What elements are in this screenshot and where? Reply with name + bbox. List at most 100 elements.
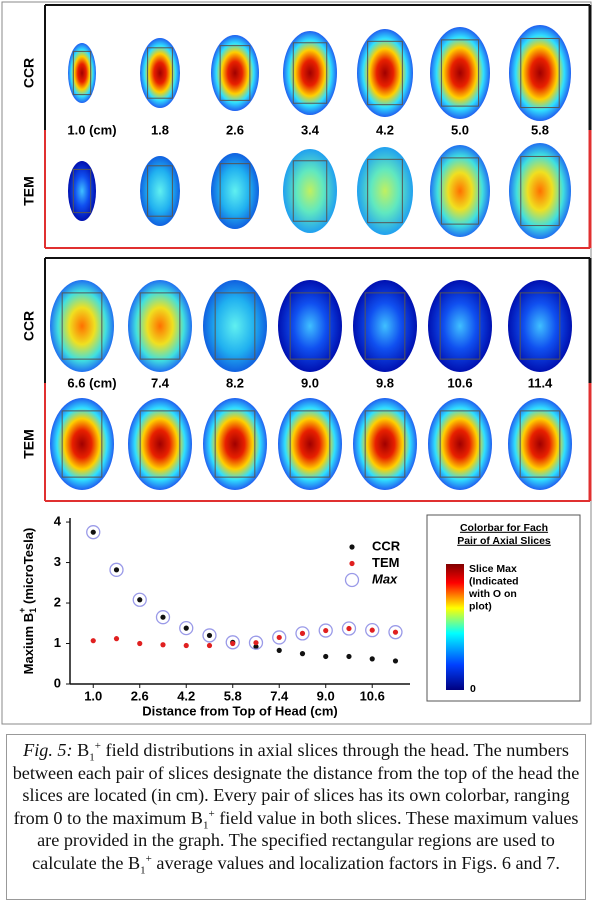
point — [160, 614, 166, 620]
roi-box — [367, 158, 403, 224]
legend-label: TEM — [372, 555, 399, 570]
slice-map — [50, 280, 114, 372]
roi-box — [520, 37, 560, 109]
y-tick-label: 2 — [54, 594, 61, 609]
caption-text: field distributions in axial slices thro… — [12, 740, 580, 828]
point — [206, 632, 213, 639]
point — [369, 656, 375, 662]
colorbar-max-label: with O on — [468, 588, 517, 600]
distance-label: 10.6 — [447, 375, 472, 390]
roi-box — [292, 42, 328, 104]
x-axis-label: Distance from Top of Head (cm) — [142, 703, 338, 718]
slice-map — [430, 145, 490, 237]
max-marker — [272, 630, 287, 645]
x-tick-label: 7.4 — [270, 688, 289, 703]
max-marker — [295, 626, 310, 641]
max-marker — [86, 525, 101, 540]
x-tick-label: 2.6 — [131, 688, 149, 703]
point — [346, 653, 352, 660]
roi-box — [289, 410, 331, 478]
roi-box — [519, 410, 561, 478]
point — [253, 640, 259, 646]
point — [253, 644, 259, 650]
point — [299, 651, 306, 657]
max-marker — [365, 623, 380, 638]
caption-text: + — [94, 739, 101, 752]
roi-box — [219, 45, 251, 101]
caption-text: Fig. 5: — [23, 740, 73, 760]
roi-box — [292, 160, 328, 222]
slice-map — [140, 38, 180, 108]
x-tick-label: 5.8 — [224, 688, 242, 703]
x-tick-label: 10.6 — [360, 688, 385, 703]
point — [276, 647, 282, 653]
slice-map — [203, 398, 267, 490]
point — [299, 630, 306, 636]
roi-box — [214, 292, 256, 360]
max-marker — [388, 625, 403, 640]
roi-box — [364, 292, 406, 360]
roi-box — [289, 292, 331, 360]
distance-label: 5.8 — [531, 122, 549, 137]
row-label: TEM — [21, 176, 37, 206]
y-tick-label: 1 — [54, 635, 61, 650]
point — [323, 653, 329, 660]
slice-map — [509, 25, 571, 121]
roi-box — [440, 157, 480, 225]
caption: Fig. 5: B1+ field distributions in axial… — [6, 734, 586, 900]
y-tick-label: 0 — [54, 675, 61, 690]
roi-box — [439, 292, 481, 360]
legend-label: CCR — [372, 538, 401, 553]
point — [392, 629, 399, 635]
slice-map — [278, 398, 342, 490]
roi-box — [520, 155, 560, 227]
max-marker — [202, 628, 217, 643]
point — [323, 627, 329, 634]
roi-box — [72, 50, 92, 96]
distance-label: 1.0 (cm) — [67, 122, 116, 137]
y-tick-label: 4 — [54, 513, 62, 528]
slice-map — [211, 153, 259, 229]
distance-label: 5.0 — [451, 122, 469, 137]
colorbar-title: Colorbar for Fach — [460, 522, 548, 534]
point — [90, 638, 96, 644]
max-marker — [132, 592, 147, 607]
point — [276, 634, 282, 641]
point — [137, 597, 143, 603]
row-label: CCR — [21, 58, 37, 88]
colorbar-max-label: plot) — [469, 600, 492, 612]
distance-label: 1.8 — [151, 122, 169, 137]
slice-map — [68, 43, 96, 103]
caption-text: + — [208, 807, 215, 820]
y-label-part: 1 — [28, 608, 38, 613]
max-marker — [341, 621, 357, 636]
caption-text: average values and localization factors … — [151, 852, 560, 873]
roi-box — [519, 292, 561, 360]
distance-label: 7.4 — [151, 375, 170, 390]
slice-map — [128, 280, 192, 372]
roi-box — [214, 410, 256, 478]
slice-map — [50, 398, 114, 490]
slice-map — [508, 280, 572, 372]
max-marker — [225, 635, 240, 650]
y-axis-label: Maxium B1+ (microTesla) — [17, 528, 38, 675]
roi-box — [72, 168, 92, 214]
point — [113, 636, 120, 642]
roi-box — [440, 39, 480, 107]
roi-box — [139, 410, 181, 478]
max-marker — [248, 635, 264, 650]
slice-map — [283, 31, 337, 115]
point — [206, 642, 213, 649]
slice-map — [428, 398, 492, 490]
roi-box — [219, 163, 251, 219]
caption-text: B — [72, 740, 90, 760]
colorbar-title: Pair of Axial Slices — [457, 535, 551, 547]
y-label-part: (microTesla) — [21, 528, 36, 608]
x-tick-label: 4.2 — [177, 688, 195, 703]
colorbar-min-label: 0 — [470, 683, 476, 695]
roi-box — [61, 410, 103, 478]
point — [392, 658, 399, 664]
slice-map — [357, 147, 413, 235]
point — [160, 642, 166, 648]
